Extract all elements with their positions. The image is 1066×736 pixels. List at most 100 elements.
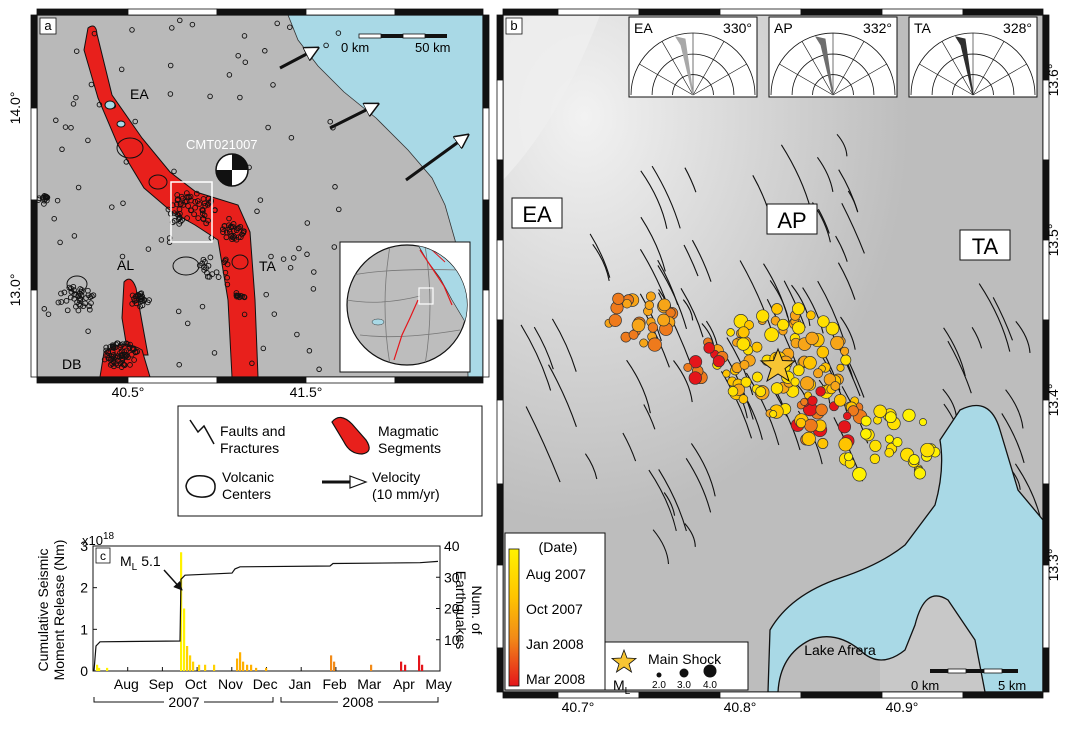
seismicity-marker <box>171 168 177 175</box>
fault-line <box>680 288 704 338</box>
seismicity-marker <box>61 289 68 296</box>
rose-spoke <box>801 41 834 96</box>
rose-petal <box>954 36 974 96</box>
seismicity-marker <box>230 221 237 227</box>
frame-tick <box>394 8 484 16</box>
fault-line <box>673 360 693 403</box>
seismicity-marker <box>294 331 300 338</box>
earthquake-marker <box>738 394 749 404</box>
fault-line <box>841 203 865 254</box>
panel-b-lon-408: 40.8° <box>724 699 757 715</box>
earthquake-marker <box>790 377 800 387</box>
seismicity-marker <box>296 245 302 252</box>
month-label: Sep <box>149 676 174 692</box>
seismicity-marker <box>331 244 338 250</box>
seismicity-marker <box>260 345 267 352</box>
seismicity-marker <box>211 350 218 356</box>
date-colorbar <box>508 548 520 687</box>
count-bar <box>400 661 403 671</box>
count-bar <box>246 664 249 671</box>
fault-line <box>520 324 552 391</box>
earthquake-marker <box>805 331 819 346</box>
cumulative-moment-line <box>93 560 439 672</box>
panel-b-lon-407: 40.7° <box>562 699 595 715</box>
seismicity-marker <box>91 30 98 37</box>
rose-diagrams: EA 330° AP 332° TA 328° <box>628 16 1038 98</box>
earthquake-marker <box>813 368 824 379</box>
earthquake-marker <box>792 321 806 335</box>
frame-tick <box>127 8 218 16</box>
earthquake-marker <box>771 303 783 315</box>
seismicity-marker <box>70 101 77 107</box>
earthquake-marker <box>830 335 845 350</box>
seismicity-marker <box>177 201 184 207</box>
seismicity-marker <box>173 201 180 208</box>
frame-tick <box>719 691 802 699</box>
panel-a-volcanic-centers <box>66 100 249 293</box>
earthquake-marker <box>817 315 830 328</box>
frame-tick <box>881 8 964 16</box>
seismicity-marker <box>41 197 48 204</box>
earthquake-marker <box>737 326 750 339</box>
seismicity-marker <box>226 215 232 222</box>
legend-velocity-l1: Velocity <box>372 469 420 485</box>
panel-a-sea <box>287 15 483 377</box>
cmt-label: CMT021007 <box>186 137 258 152</box>
seismicity-marker <box>204 273 211 280</box>
seismicity-marker <box>71 233 78 239</box>
seismicity-marker <box>237 234 244 240</box>
fault-line <box>816 156 834 192</box>
panel-b-map: b EA AP TA Lake Afrera EA 330° AP 332° TA 328… <box>496 8 1061 715</box>
segment-ea-label: EA <box>130 86 149 102</box>
frame-tick <box>1042 647 1050 693</box>
seismicity-marker <box>290 255 297 261</box>
fault-line <box>684 523 696 547</box>
seismicity-marker <box>131 298 138 304</box>
seismicity-marker <box>58 290 64 297</box>
seismicity-marker <box>332 184 338 190</box>
legend-volcanic-l1: Volcanic <box>222 469 274 485</box>
y-left-tick-label: 0 <box>80 663 88 679</box>
frame-tick <box>305 8 396 16</box>
seismicity-marker <box>179 217 185 223</box>
earthquake-marker <box>800 376 815 391</box>
y-right-tick-label: 40 <box>444 538 460 554</box>
scale-a-zero: 0 km <box>341 40 369 55</box>
fault-line <box>622 432 637 462</box>
month-label: Apr <box>393 676 415 692</box>
earthquake-marker <box>830 381 841 391</box>
count-bar <box>370 664 373 671</box>
seismicity-marker <box>75 184 82 191</box>
legend-faults-l2: Fractures <box>220 440 279 456</box>
fault-line <box>648 469 677 532</box>
seismicity-marker <box>57 239 63 246</box>
seismicity-marker <box>287 264 294 271</box>
frame-tick <box>496 239 504 321</box>
earthquake-marker <box>803 356 817 370</box>
earthquake-marker <box>612 292 625 305</box>
seismicity-marker <box>180 202 187 208</box>
seismicity-marker <box>129 292 136 299</box>
earthquake-marker <box>647 322 659 333</box>
seismicity-marker <box>113 341 119 348</box>
earthquake-marker <box>792 302 805 316</box>
fault-line <box>685 458 712 513</box>
panel-c-letter: c <box>100 549 106 563</box>
month-label: Nov <box>218 676 243 692</box>
frame-tick <box>482 199 490 291</box>
seismicity-marker <box>73 48 80 54</box>
seismicity-marker <box>45 311 52 317</box>
rose-angle: 330° <box>723 20 752 36</box>
seismicity-marker <box>86 306 93 313</box>
earthquake-marker <box>657 313 670 327</box>
faults-legend-icon <box>189 419 215 445</box>
fault-line <box>684 167 697 193</box>
earthquake-marker <box>852 467 867 482</box>
seismicity-marker <box>138 290 145 297</box>
seismicity-marker <box>254 208 260 215</box>
seismicity-marker <box>83 295 89 301</box>
seismicity-marker <box>184 320 191 327</box>
seismicity-marker <box>74 299 80 306</box>
seismicity-marker <box>63 297 70 304</box>
seismicity-marker <box>270 82 276 88</box>
